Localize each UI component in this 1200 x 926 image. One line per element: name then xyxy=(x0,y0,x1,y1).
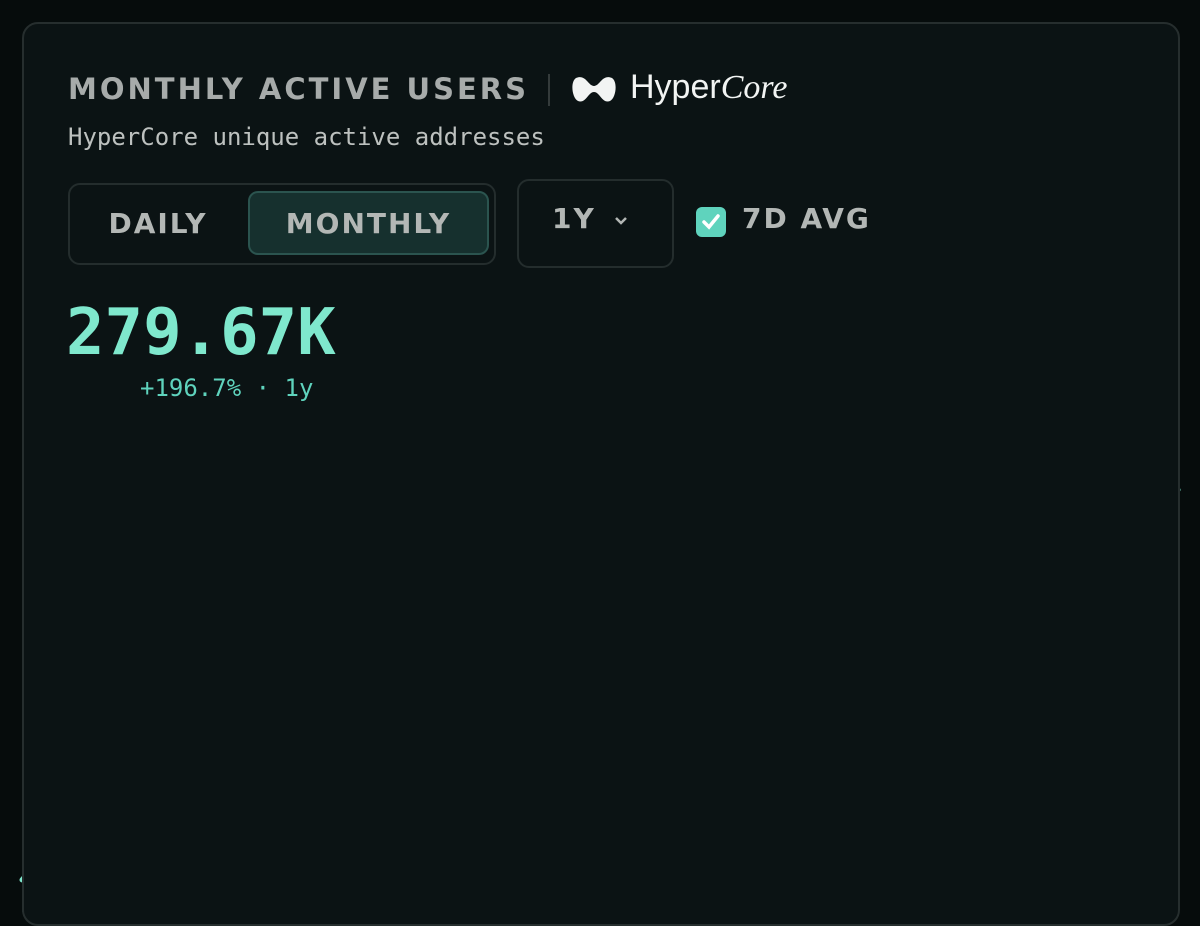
brand: HyperCore xyxy=(630,68,787,107)
separator xyxy=(548,74,550,106)
segmented-control xyxy=(68,183,496,265)
tab-button[interactable]: DAILY xyxy=(108,206,208,240)
brand-prefix: Hyper xyxy=(630,68,721,106)
stat-value: 279.67K xyxy=(66,296,336,370)
stat-change: +196.7% · 1y xyxy=(140,374,314,402)
range-dropdown[interactable] xyxy=(517,179,674,268)
subtitle: HyperCore unique active addresses xyxy=(68,123,545,151)
checkbox[interactable] xyxy=(696,207,726,237)
chevron xyxy=(615,217,627,225)
range-label: 1Y xyxy=(552,202,596,235)
checkbox-label: 7D AVG xyxy=(742,202,871,235)
card: MONTHLY ACTIVE USERS HyperCore HyperCore… xyxy=(22,22,1180,926)
title: MONTHLY ACTIVE USERS xyxy=(68,72,530,106)
tab-button-active[interactable]: MONTHLY xyxy=(248,191,489,255)
logo-icon xyxy=(572,77,616,102)
brand-suffix: Core xyxy=(720,69,788,106)
